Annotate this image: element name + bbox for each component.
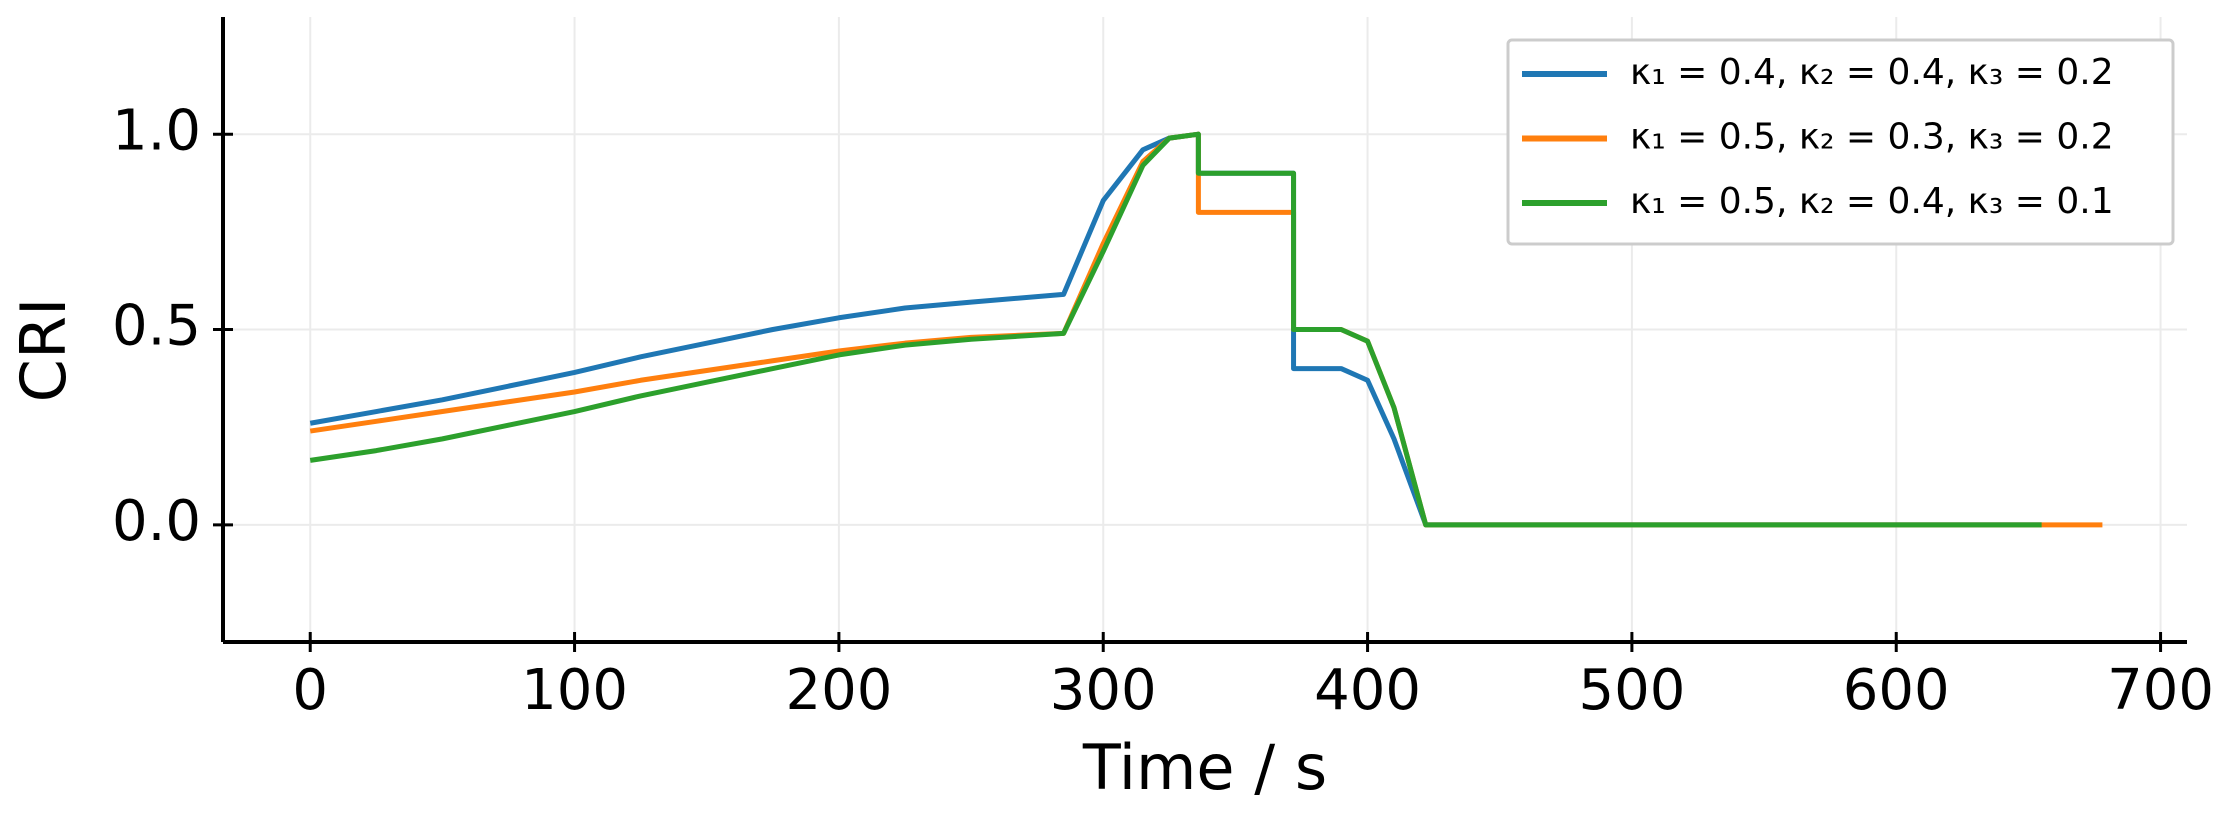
legend-label: κ₁ = 0.5, κ₂ = 0.4, κ₃ = 0.1	[1630, 181, 2114, 222]
x-tick-label: 500	[1578, 658, 1685, 723]
y-tick-label: 0.0	[112, 489, 201, 554]
legend-box	[1506, 38, 2175, 246]
legend-label: κ₁ = 0.5, κ₂ = 0.3, κ₃ = 0.2	[1630, 117, 2114, 158]
x-tick-label: 700	[2107, 658, 2214, 723]
y-axis-label: CRI	[7, 298, 80, 403]
x-tick-label: 100	[521, 658, 628, 723]
x-tick-label: 300	[1050, 658, 1157, 723]
x-tick-label: 0	[292, 658, 328, 723]
x-tick-label: 400	[1314, 658, 1421, 723]
y-tick-label: 0.5	[112, 294, 201, 359]
legend-label: κ₁ = 0.4, κ₂ = 0.4, κ₃ = 0.2	[1630, 52, 2114, 93]
x-tick-label: 200	[785, 658, 892, 723]
series-line	[309, 131, 2042, 528]
series-line	[309, 131, 2042, 528]
y-tick-label: 1.0	[112, 98, 201, 163]
x-axis-label: Time / s	[1082, 731, 1327, 804]
legend: κ₁ = 0.4, κ₂ = 0.4, κ₃ = 0.2 κ₁ = 0.5, κ₂…	[1506, 38, 2175, 246]
x-tick-label: 600	[1843, 658, 1950, 723]
